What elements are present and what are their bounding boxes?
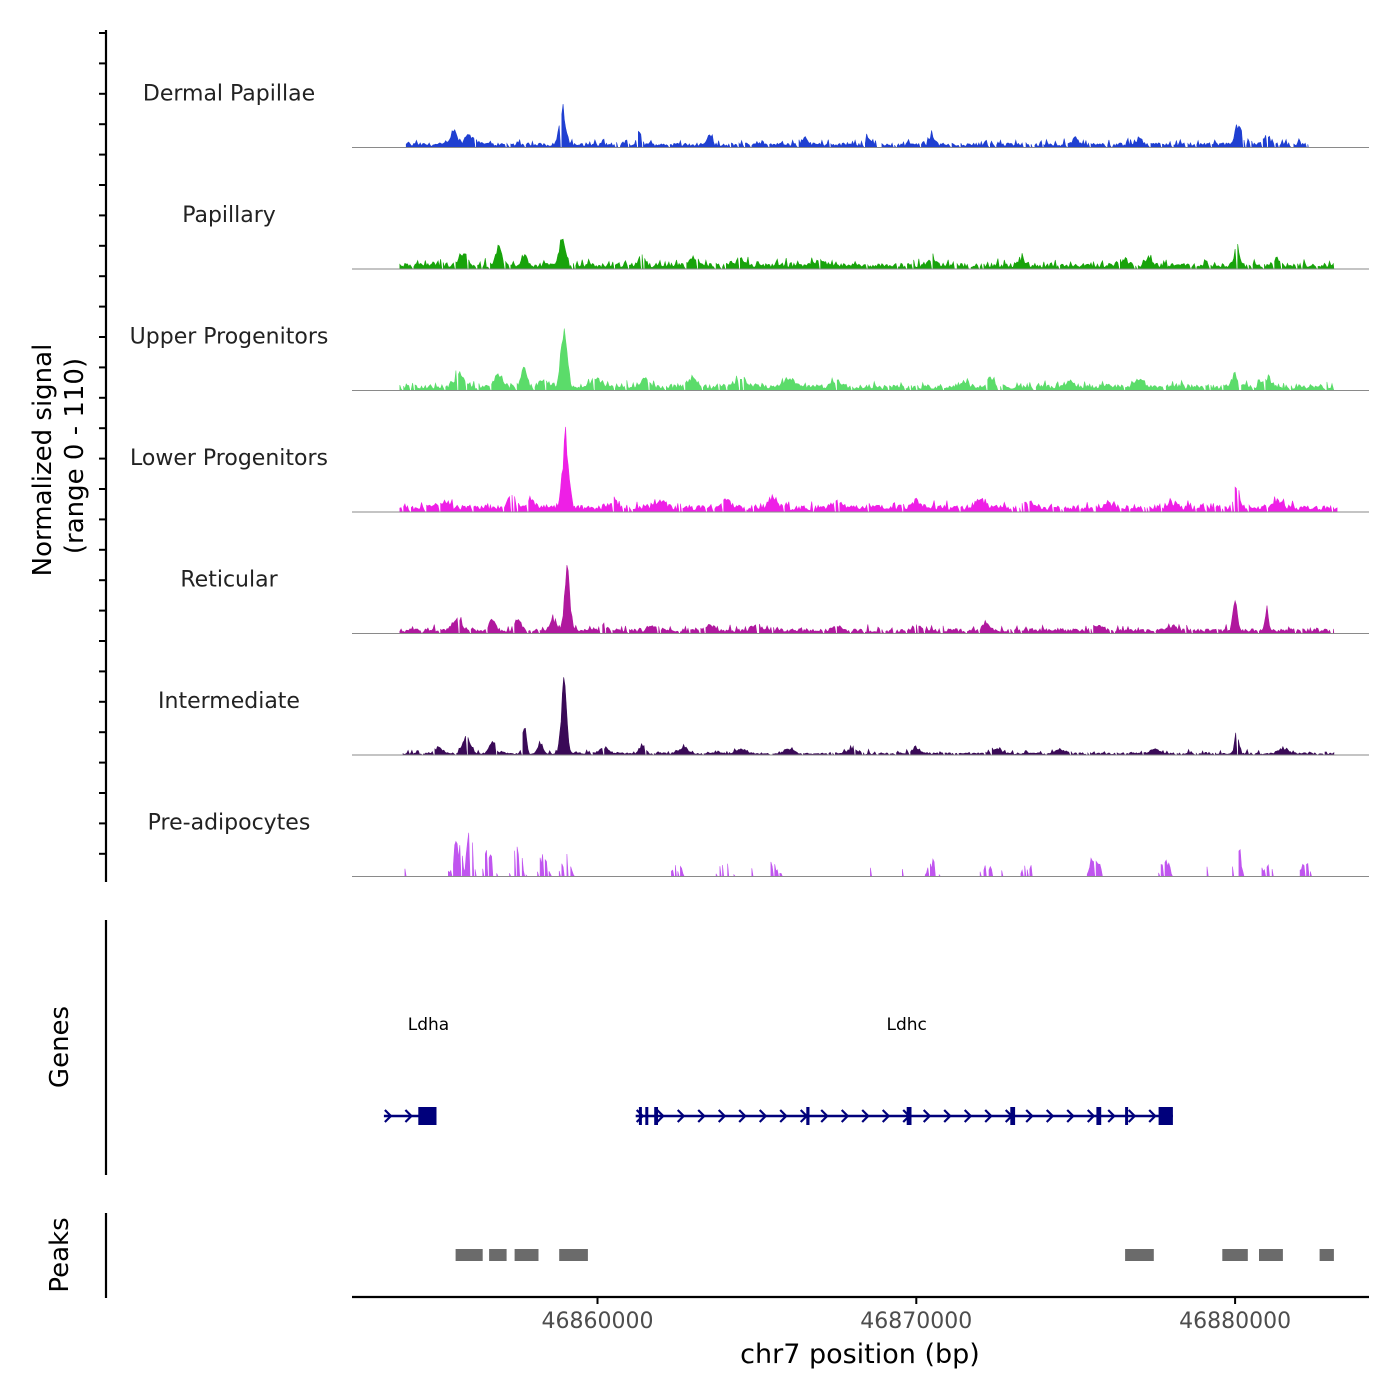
strand-arrow [1127, 1109, 1137, 1123]
strand-arrow [943, 1109, 952, 1123]
gene-ldha: Ldha [383, 1015, 449, 1125]
track-upper-progenitors: Upper Progenitors [130, 325, 1369, 391]
strand-arrow [1025, 1109, 1034, 1123]
peak-region [455, 1249, 483, 1261]
track-lower-progenitors: Lower Progenitors [130, 426, 1369, 513]
exon [1158, 1107, 1173, 1125]
signal-area [402, 677, 1335, 756]
exon [654, 1107, 658, 1125]
signal-area [399, 426, 1338, 513]
strand-arrow [738, 1109, 747, 1123]
strand-arrow [717, 1109, 727, 1123]
exon [645, 1107, 649, 1125]
x-tick-label: 46870000 [860, 1309, 972, 1334]
genes-track-label: Genes [45, 1006, 75, 1088]
exon [906, 1107, 912, 1125]
x-axis-label: chr7 position (bp) [740, 1339, 980, 1370]
track-dermal-papillae: Dermal Papillae [143, 82, 1369, 148]
strand-arrow [635, 1109, 645, 1123]
exon [418, 1107, 437, 1125]
track-pre-adipocytes: Pre-adipocytes [148, 811, 1369, 877]
strand-arrow [404, 1109, 413, 1123]
peak-region [1222, 1249, 1248, 1261]
peak-region [1259, 1249, 1283, 1261]
gene-label: Ldhc [887, 1015, 927, 1035]
strand-arrow [384, 1109, 393, 1123]
strand-arrow [963, 1109, 973, 1123]
track-label: Reticular [180, 568, 278, 593]
strand-arrow [697, 1109, 706, 1123]
gene-ldhc: Ldhc [635, 1015, 1173, 1125]
gene-label: Ldha [408, 1015, 449, 1035]
track-label: Dermal Papillae [143, 82, 315, 107]
peak-region [1319, 1249, 1334, 1261]
strand-arrow [881, 1109, 891, 1123]
track-reticular: Reticular [180, 565, 1369, 634]
peak-region [489, 1249, 507, 1261]
strand-arrow [758, 1109, 768, 1123]
gene-annotations: Ldha Ldhc [383, 1015, 1173, 1125]
x-axis-ticks: 46860000 46870000 46880000 [542, 1297, 1291, 1334]
track-label: Papillary [182, 203, 276, 228]
signal-area [404, 832, 1312, 877]
signal-area [405, 104, 1309, 148]
peak-region [514, 1249, 539, 1261]
strand-arrow [840, 1109, 850, 1123]
strand-arrow [1086, 1109, 1096, 1123]
x-tick-label: 46880000 [1179, 1309, 1291, 1334]
strand-arrow [1045, 1109, 1055, 1123]
coverage-y-axis-range-label: (range 0 - 110) [60, 358, 90, 554]
peak-region [1125, 1249, 1154, 1261]
strand-arrow [676, 1109, 686, 1123]
strand-arrow [779, 1109, 788, 1123]
strand-arrow [922, 1109, 932, 1123]
track-papillary: Papillary [182, 203, 1369, 270]
track-label: Pre-adipocytes [148, 811, 311, 836]
exon [1010, 1107, 1016, 1125]
signal-area [399, 238, 1335, 270]
strand-arrow [820, 1109, 829, 1123]
exon [1096, 1107, 1102, 1125]
strand-arrow [1107, 1109, 1116, 1123]
peak-regions [455, 1249, 1334, 1261]
track-label: Intermediate [158, 689, 300, 714]
coverage-y-axis-ticks [99, 32, 106, 855]
coverage-y-axis-label: Normalized signal [28, 344, 58, 577]
signal-area [399, 565, 1335, 634]
peak-region [559, 1249, 588, 1261]
strand-arrow [656, 1109, 665, 1123]
track-label: Upper Progenitors [130, 325, 329, 350]
exon [1125, 1107, 1129, 1125]
x-tick-label: 46860000 [542, 1309, 654, 1334]
track-label: Lower Progenitors [130, 446, 328, 471]
coverage-tracks: Dermal Papillae Papillary Upper Progenitor… [130, 82, 1369, 877]
strand-arrow [1148, 1109, 1157, 1123]
exon [638, 1107, 642, 1125]
signal-area [399, 328, 1335, 391]
peaks-track-label: Peaks [45, 1217, 75, 1292]
strand-arrow [984, 1109, 993, 1123]
track-intermediate: Intermediate [158, 677, 1369, 756]
strand-arrow [861, 1109, 870, 1123]
exon [806, 1107, 810, 1125]
strand-arrow [1066, 1109, 1075, 1123]
